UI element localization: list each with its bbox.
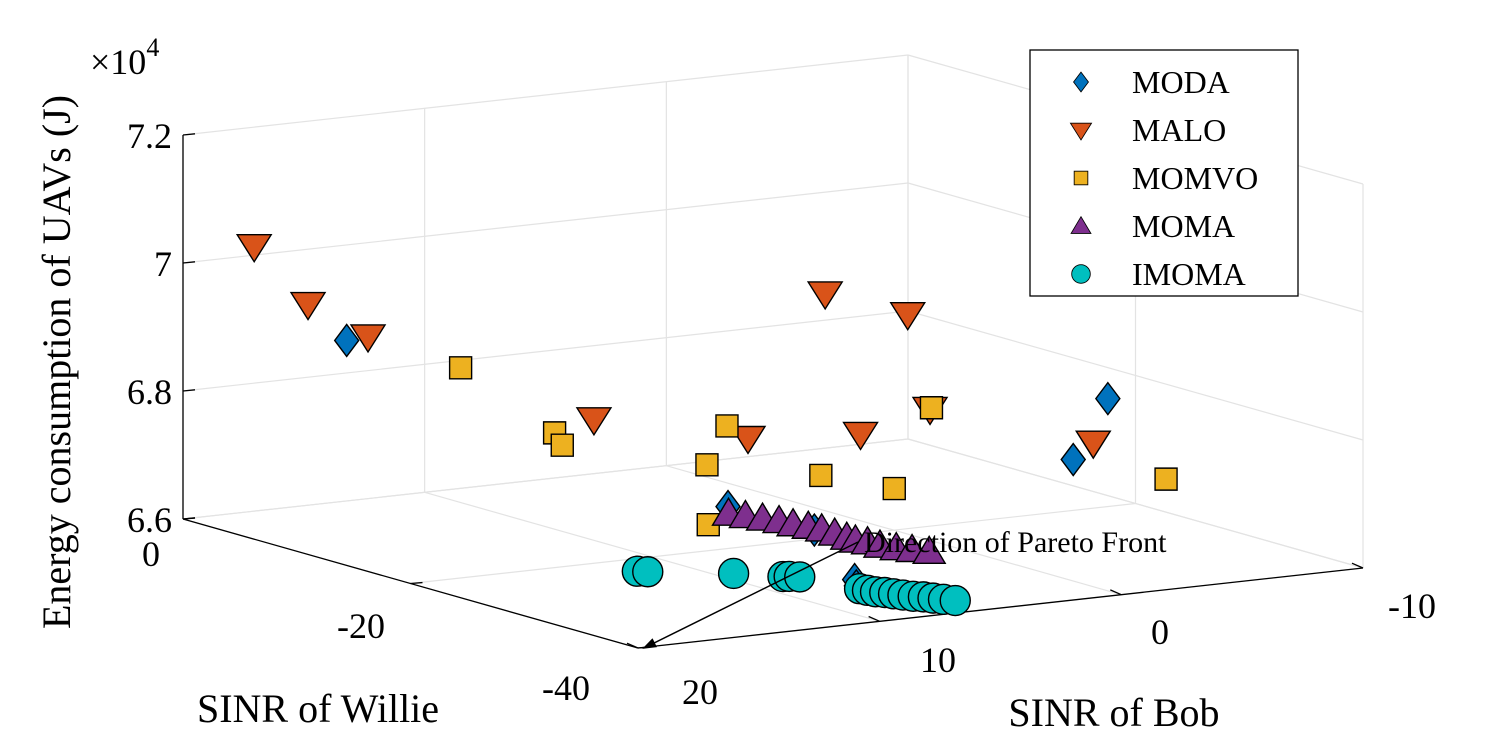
x-tick-label: 20 [682,672,718,712]
series-moma [711,496,947,565]
data-point-momvo [882,476,906,501]
z-tick-label: 7 [154,244,172,284]
legend-markers [1069,71,1093,284]
data-point-momvo [1154,467,1178,491]
data-point-malo [1074,430,1112,460]
x-tick-mark [1110,589,1122,596]
data-point-malo [889,302,926,332]
grid-line [182,310,909,392]
z-tick-label: 6.6 [127,500,172,540]
x-axis-line [637,567,1364,649]
data-point-malo [235,234,273,264]
legend-marker-imoma [1071,264,1091,284]
legend-marker-malo [1069,122,1093,141]
series-malo [235,234,1112,460]
legend-marker-moda [1073,71,1089,93]
y-tick-mark [410,581,423,585]
x-tick-mark [1351,562,1364,569]
legend-label-imoma: IMOMA [1132,256,1246,292]
grid-line [182,54,909,136]
grid-line [182,182,909,264]
y-tick-label: -20 [337,606,385,646]
grid-line [182,438,909,520]
pareto-direction-annotation: Direction of Pareto Front [864,526,1167,559]
legend-marker-momvo [1073,170,1089,186]
data-point-momvo [695,453,719,477]
x-tick-mark [868,615,880,622]
data-point-malo [349,324,387,354]
z-multiplier-exponent: 4 [146,33,159,62]
data-point-moda [1094,381,1121,416]
z-tick-mark [182,389,196,392]
data-point-moda [333,323,360,358]
legend-marker-moma [1070,215,1092,234]
z-tick-label: 6.8 [127,372,172,412]
z-tick-label: 7.2 [127,116,172,156]
axis-box [182,133,1364,649]
data-point-malo [729,425,767,455]
legend-label-moda: MODA [1132,64,1230,100]
data-point-imoma [784,561,816,593]
z-multiplier-base: ×10 [90,42,146,82]
pareto-direction-arrow [642,541,859,649]
data-point-momvo [550,433,574,457]
z-axis-multiplier: ×104 [90,33,159,82]
legend: MODA MALO MOMVO MOMA IMOMA [1029,49,1299,297]
data-point-malo [575,407,613,437]
data-point-malo [842,421,879,451]
data-points [235,234,1178,617]
legend-label-momvo: MOMVO [1132,160,1258,196]
x-tick-mark [626,642,639,649]
data-point-imoma [717,557,750,590]
data-point-imoma [939,584,971,617]
data-point-momvo [696,512,720,537]
grid-line [907,310,1364,441]
y-tick-label: -40 [542,668,590,708]
z-tick-mark [182,517,196,520]
z-tick-mark [182,133,196,136]
data-point-momvo [448,356,473,380]
data-point-momvo [919,396,944,420]
data-point-moma [911,534,947,565]
data-point-momvo [809,463,833,488]
z-tick-mark [182,261,196,264]
legend-label-malo: MALO [1132,112,1226,148]
x-axis-label: SINR of Bob [1008,690,1219,730]
series-imoma [621,555,971,617]
grid-line [410,502,1136,585]
x-tick-label: 10 [920,640,956,680]
data-point-malo [806,281,844,311]
data-point-imoma [632,556,664,588]
data-point-moda [1060,442,1087,477]
z-axis-label: Energy consumption of UAVs (J) [34,95,79,629]
y-tick-label: 0 [142,534,160,574]
data-point-momvo [715,414,739,438]
data-point-malo [289,291,327,321]
y-axis-label: SINR of Willie [197,686,439,730]
x-tick-label: 0 [1151,612,1169,652]
series-momvo [448,356,1178,537]
x-tick-label: -10 [1388,586,1436,626]
legend-label-moma: MOMA [1132,208,1235,244]
